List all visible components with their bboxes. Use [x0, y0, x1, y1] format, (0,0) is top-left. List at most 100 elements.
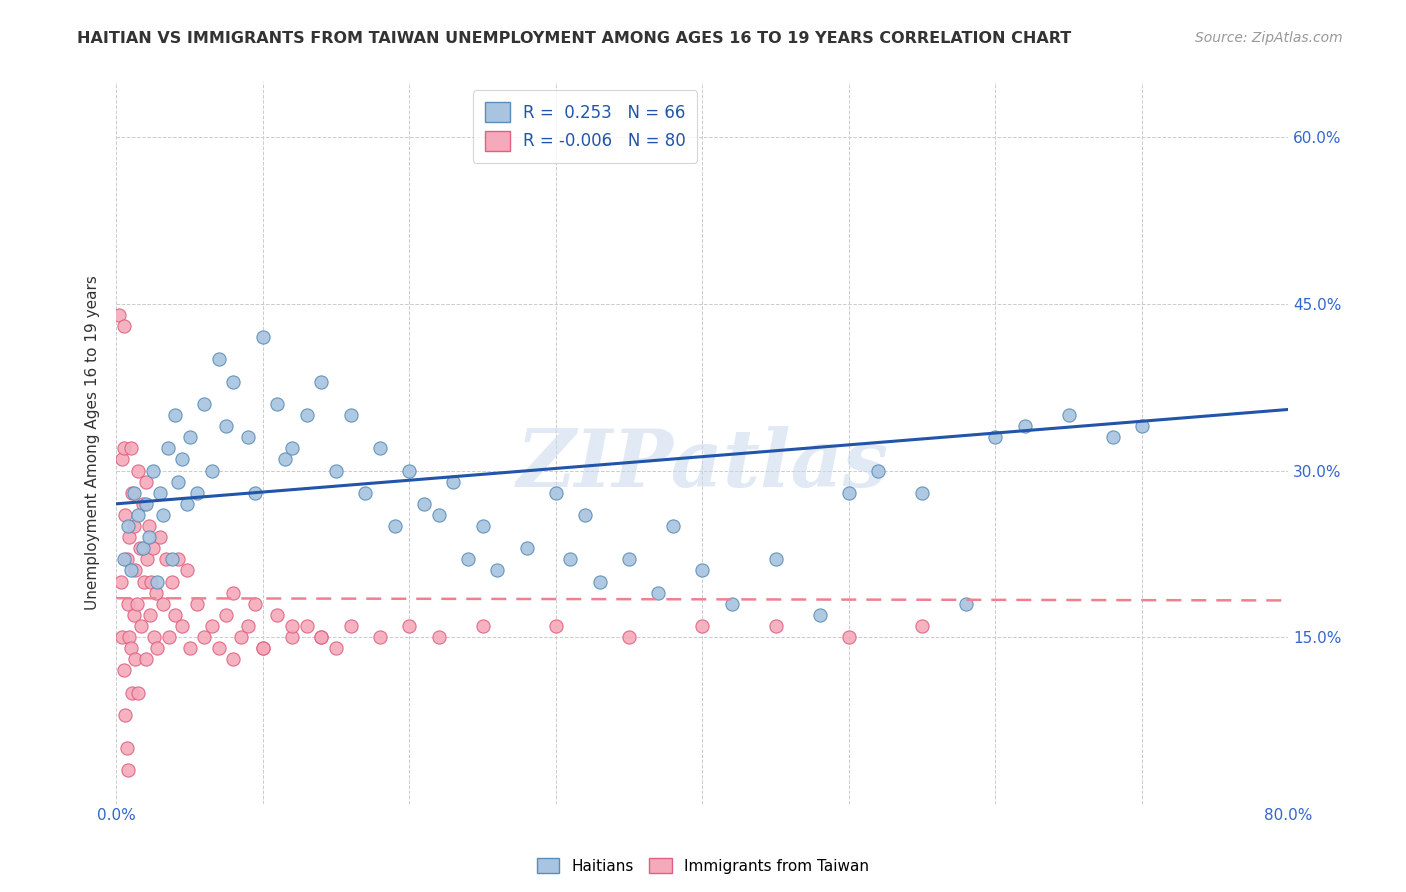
- Point: [127, 685, 149, 699]
- Point: [152, 597, 174, 611]
- Point: [215, 419, 238, 434]
- Point: [114, 707, 136, 722]
- Point: [208, 641, 231, 656]
- Text: HAITIAN VS IMMIGRANTS FROM TAIWAN UNEMPLOYMENT AMONG AGES 16 TO 19 YEARS CORRELA: HAITIAN VS IMMIGRANTS FROM TAIWAN UNEMPL…: [77, 31, 1071, 46]
- Point: [122, 607, 145, 622]
- Point: [692, 619, 714, 633]
- Point: [222, 375, 245, 389]
- Y-axis label: Unemployment Among Ages 16 to 19 years: Unemployment Among Ages 16 to 19 years: [86, 276, 100, 610]
- Point: [647, 585, 669, 599]
- Point: [117, 519, 139, 533]
- Point: [911, 619, 934, 633]
- Point: [1101, 430, 1123, 444]
- Point: [281, 630, 304, 644]
- Point: [176, 564, 198, 578]
- Point: [115, 552, 138, 566]
- Point: [245, 485, 267, 500]
- Point: [146, 574, 169, 589]
- Point: [125, 597, 148, 611]
- Point: [252, 641, 274, 656]
- Point: [131, 541, 153, 556]
- Point: [515, 541, 537, 556]
- Point: [152, 508, 174, 522]
- Point: [156, 442, 179, 456]
- Point: [193, 397, 215, 411]
- Point: [108, 308, 131, 322]
- Point: [141, 574, 163, 589]
- Point: [544, 485, 567, 500]
- Point: [142, 541, 165, 556]
- Point: [138, 519, 160, 533]
- Point: [984, 430, 1007, 444]
- Point: [281, 442, 304, 456]
- Point: [574, 508, 596, 522]
- Point: [117, 597, 139, 611]
- Point: [132, 574, 155, 589]
- Point: [155, 552, 177, 566]
- Point: [274, 452, 297, 467]
- Point: [589, 574, 612, 589]
- Point: [112, 552, 135, 566]
- Point: [311, 375, 333, 389]
- Point: [311, 630, 333, 644]
- Point: [236, 430, 259, 444]
- Point: [398, 463, 420, 477]
- Point: [325, 641, 347, 656]
- Point: [215, 607, 238, 622]
- Legend: Haitians, Immigrants from Taiwan: Haitians, Immigrants from Taiwan: [530, 852, 876, 880]
- Point: [176, 497, 198, 511]
- Point: [354, 485, 377, 500]
- Point: [765, 619, 787, 633]
- Text: Source: ZipAtlas.com: Source: ZipAtlas.com: [1195, 31, 1343, 45]
- Point: [115, 741, 138, 756]
- Point: [186, 485, 208, 500]
- Point: [142, 463, 165, 477]
- Point: [281, 619, 304, 633]
- Point: [384, 519, 406, 533]
- Point: [266, 397, 288, 411]
- Point: [110, 574, 132, 589]
- Point: [868, 463, 890, 477]
- Point: [1130, 419, 1153, 434]
- Point: [122, 519, 145, 533]
- Legend: R =  0.253   N = 66, R = -0.006   N = 80: R = 0.253 N = 66, R = -0.006 N = 80: [472, 90, 697, 162]
- Point: [122, 485, 145, 500]
- Point: [457, 552, 479, 566]
- Point: [160, 574, 183, 589]
- Point: [179, 430, 201, 444]
- Point: [121, 485, 143, 500]
- Point: [111, 630, 134, 644]
- Point: [200, 619, 222, 633]
- Point: [149, 485, 172, 500]
- Point: [838, 630, 860, 644]
- Point: [136, 552, 159, 566]
- Point: [368, 630, 391, 644]
- Point: [128, 541, 150, 556]
- Point: [911, 485, 934, 500]
- Point: [398, 619, 420, 633]
- Point: [720, 597, 742, 611]
- Point: [146, 641, 169, 656]
- Point: [131, 497, 153, 511]
- Point: [145, 585, 167, 599]
- Point: [222, 652, 245, 666]
- Point: [118, 630, 141, 644]
- Point: [325, 463, 347, 477]
- Point: [295, 619, 318, 633]
- Point: [124, 564, 146, 578]
- Point: [120, 442, 142, 456]
- Point: [129, 619, 152, 633]
- Point: [560, 552, 582, 566]
- Point: [111, 452, 134, 467]
- Point: [311, 630, 333, 644]
- Point: [166, 475, 188, 489]
- Point: [200, 463, 222, 477]
- Point: [186, 597, 208, 611]
- Text: ZIPatlas: ZIPatlas: [516, 425, 889, 503]
- Point: [117, 764, 139, 778]
- Point: [143, 630, 166, 644]
- Point: [166, 552, 188, 566]
- Point: [245, 597, 267, 611]
- Point: [486, 564, 509, 578]
- Point: [114, 508, 136, 522]
